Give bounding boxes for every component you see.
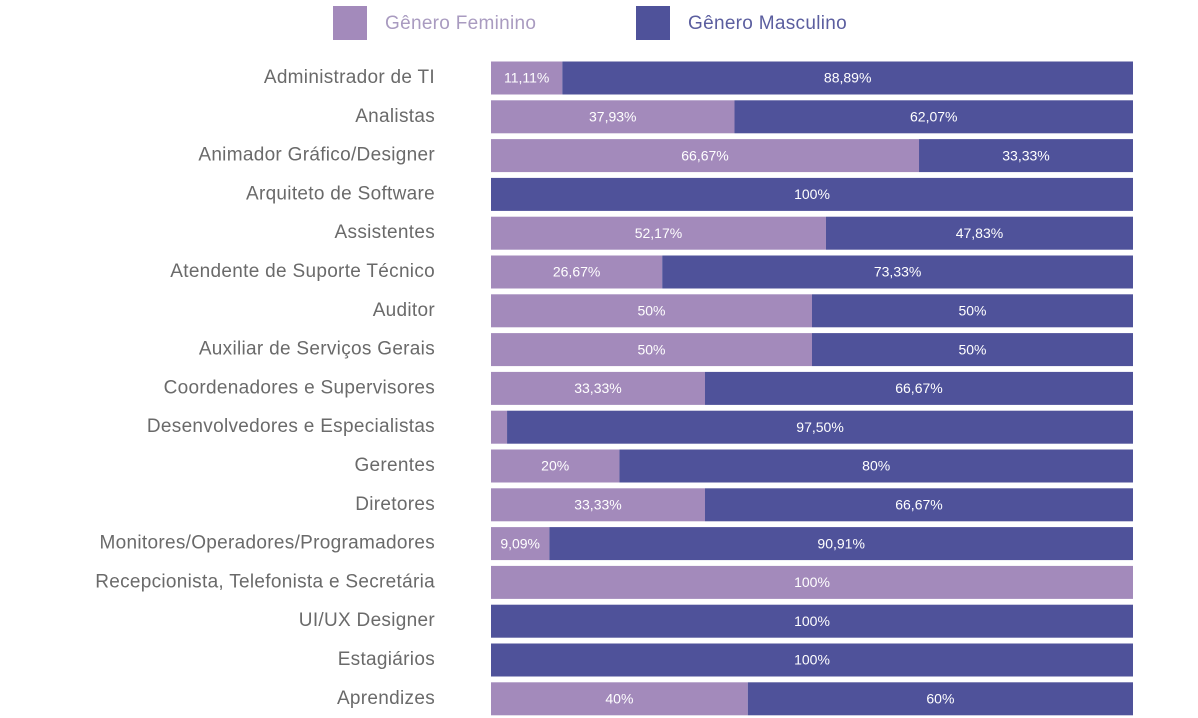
value-label: 33,33% (574, 380, 621, 396)
value-label: 50% (637, 341, 665, 357)
bar-segment (491, 177, 1133, 211)
value-label: 0% (459, 613, 479, 629)
value-label: 66,67% (895, 497, 942, 513)
bar-segment (919, 139, 1133, 173)
bar-segment (704, 488, 1133, 522)
bar-segment (491, 449, 620, 483)
value-label: 33,33% (1002, 147, 1049, 163)
value-label: 66,67% (895, 380, 942, 396)
bar-segment (619, 449, 1133, 483)
value-label: 52,17% (635, 225, 682, 241)
value-label: 0% (459, 652, 479, 668)
bar-segment (491, 682, 748, 716)
category-label: UI/UX Designer (299, 610, 436, 631)
bar-segment (491, 643, 1133, 677)
bar-segment (491, 216, 826, 250)
category-label: Desenvolvedores e Especialistas (147, 416, 435, 437)
category-label: Coordenadores e Supervisores (164, 377, 435, 398)
value-label: 100% (794, 186, 830, 202)
category-label: Atendente de Suporte Técnico (170, 261, 435, 282)
category-label: Estagiários (338, 649, 435, 670)
category-label: Monitores/Operadores/Programadores (100, 533, 435, 554)
bar-segment (549, 527, 1133, 561)
category-label: Administrador de TI (264, 67, 435, 88)
bar-segment (491, 61, 563, 95)
bar-segment (491, 100, 735, 134)
value-label: 26,67% (553, 264, 600, 280)
value-label: 37,93% (589, 109, 636, 125)
category-label: Diretores (355, 494, 435, 515)
value-label: 47,83% (956, 225, 1003, 241)
category-label: Animador Gráfico/Designer (198, 145, 435, 166)
bar-segment (491, 255, 663, 289)
bar-segment (491, 294, 812, 328)
value-label: 97,50% (796, 419, 843, 435)
bar-segment (507, 410, 1133, 444)
value-label: 50% (958, 341, 986, 357)
value-label: 73,33% (874, 264, 921, 280)
value-label: 50% (958, 303, 986, 319)
value-label: 2,5% (447, 419, 479, 435)
value-label: 88,89% (824, 70, 871, 86)
value-label: 60% (926, 691, 954, 707)
bar-segment (491, 565, 1133, 599)
bar-segment (812, 294, 1133, 328)
category-label: Aprendizes (337, 688, 435, 709)
value-label: 62,07% (910, 109, 957, 125)
value-label: 11,11% (504, 70, 549, 86)
value-label: 33,33% (574, 497, 621, 513)
bar-segment (662, 255, 1133, 289)
legend-swatch (636, 6, 670, 40)
value-label: 100% (794, 652, 830, 668)
category-label: Recepcionista, Telefonista e Secretária (95, 571, 435, 592)
bar-segment (491, 527, 550, 561)
bar-segment (734, 100, 1133, 134)
value-label: 20% (541, 458, 569, 474)
value-label: 50% (637, 303, 665, 319)
value-label: 40% (605, 691, 633, 707)
value-label: 9,09% (500, 535, 540, 551)
bar-segment (491, 371, 705, 405)
value-label: 100% (794, 574, 830, 590)
value-label: 80% (862, 458, 890, 474)
bar-segment (825, 216, 1133, 250)
legend-label: Gênero Masculino (688, 13, 847, 34)
bar-segment (812, 333, 1133, 367)
category-label: Auxiliar de Serviços Gerais (199, 339, 435, 360)
bar-segment (704, 371, 1133, 405)
bar-segment (491, 139, 920, 173)
value-label: 90,91% (817, 535, 864, 551)
value-label: 0% (1147, 574, 1167, 590)
category-label: Gerentes (354, 455, 435, 476)
category-label: Arquiteto de Software (246, 183, 435, 204)
bar-segment (491, 604, 1133, 638)
value-label: 100% (794, 613, 830, 629)
bar-segment (491, 410, 508, 444)
value-label: 0% (459, 186, 479, 202)
value-label: 66,67% (681, 147, 728, 163)
legend-label: Gênero Feminino (385, 13, 536, 34)
bar-segment (562, 61, 1133, 95)
bar-segment (747, 682, 1133, 716)
category-label: Auditor (373, 300, 436, 321)
legend-swatch (333, 6, 367, 40)
bar-segment (491, 333, 812, 367)
category-label: Assistentes (335, 222, 435, 243)
category-label: Analistas (355, 106, 435, 127)
bar-segment (491, 488, 705, 522)
